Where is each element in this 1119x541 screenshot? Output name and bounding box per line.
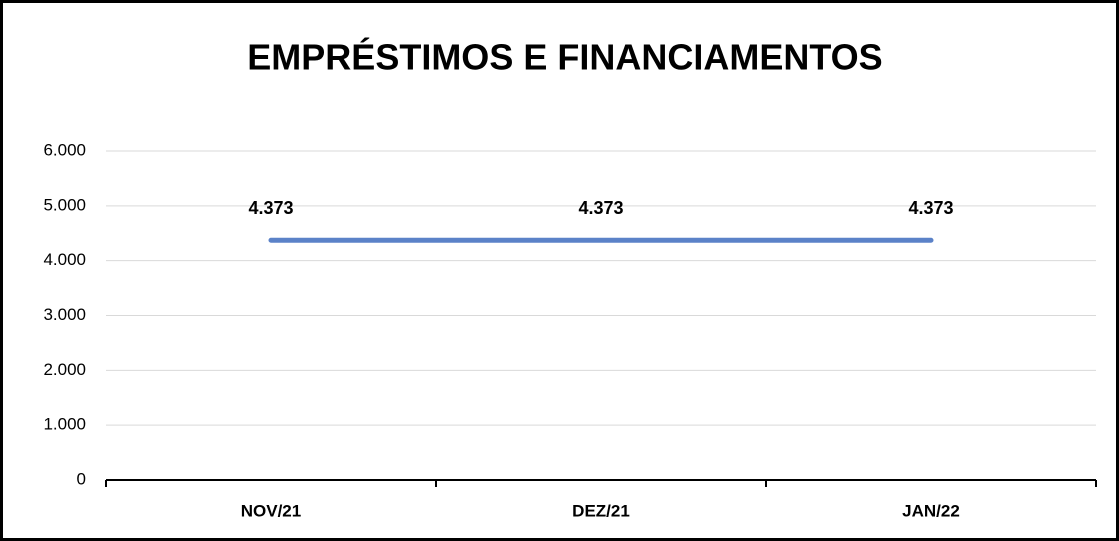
chart-title: EMPRÉSTIMOS E FINANCIAMENTOS <box>247 37 882 78</box>
x-tick-label: NOV/21 <box>241 501 301 520</box>
y-tick-label: 1.000 <box>43 415 86 434</box>
data-label: 4.373 <box>908 198 953 218</box>
x-tick-label: JAN/22 <box>902 501 960 520</box>
y-tick-label: 0 <box>77 469 86 488</box>
y-tick-label: 5.000 <box>43 195 86 214</box>
data-label: 4.373 <box>248 198 293 218</box>
data-label: 4.373 <box>578 198 623 218</box>
x-tick-label: DEZ/21 <box>572 501 630 520</box>
y-tick-label: 4.000 <box>43 250 86 269</box>
y-tick-label: 2.000 <box>43 360 86 379</box>
y-tick-label: 6.000 <box>43 140 86 159</box>
y-tick-label: 3.000 <box>43 305 86 324</box>
